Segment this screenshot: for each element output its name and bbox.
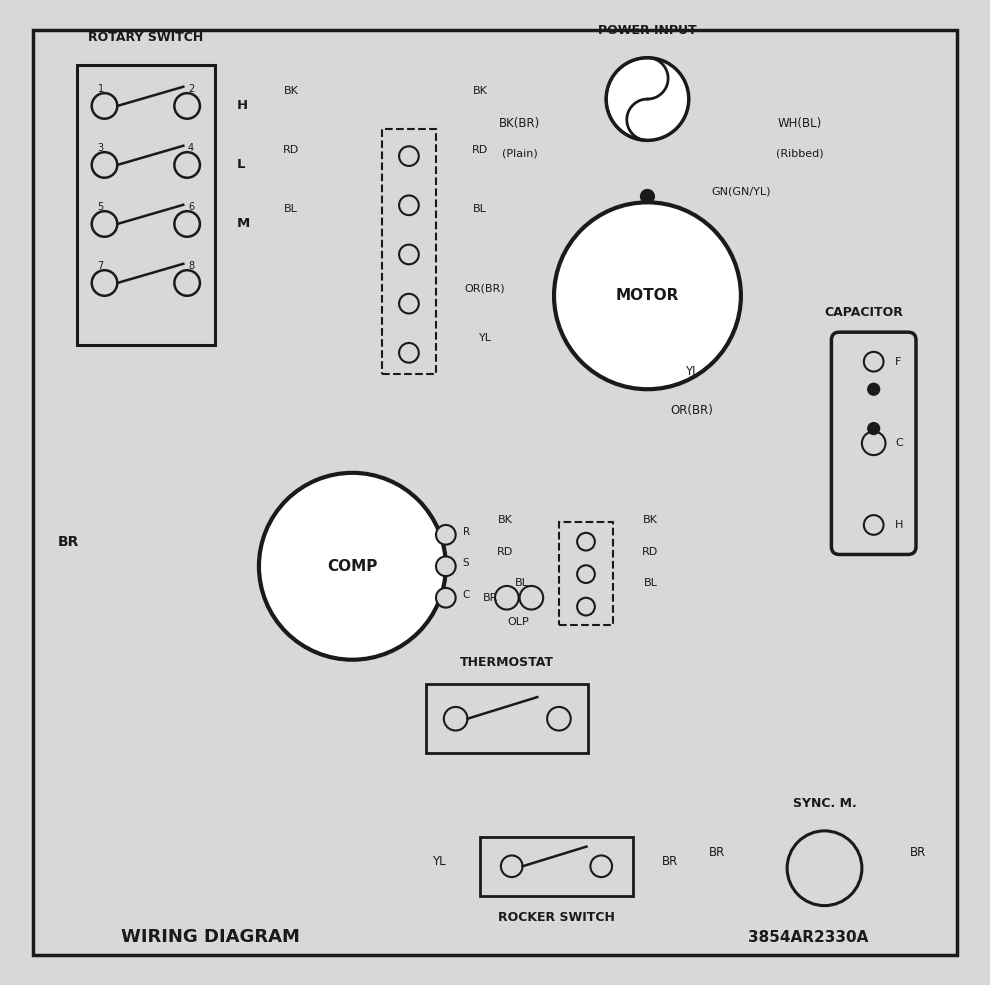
- Text: BR: BR: [483, 593, 499, 603]
- Circle shape: [174, 152, 200, 177]
- Text: YL: YL: [433, 855, 446, 868]
- Circle shape: [862, 431, 885, 455]
- Text: CAPACITOR: CAPACITOR: [825, 306, 903, 319]
- Text: OLP: OLP: [508, 618, 530, 627]
- Circle shape: [864, 352, 883, 371]
- Text: GN(GN/YL): GN(GN/YL): [712, 186, 771, 197]
- Text: RD: RD: [283, 145, 299, 156]
- Circle shape: [399, 195, 419, 215]
- Text: BK: BK: [497, 515, 512, 525]
- Text: 7: 7: [97, 261, 104, 271]
- Circle shape: [92, 211, 117, 236]
- Text: BL: BL: [284, 204, 298, 214]
- Text: 5: 5: [97, 202, 104, 212]
- Text: S: S: [462, 558, 469, 568]
- Text: BL: BL: [515, 578, 529, 588]
- Text: 3854AR2330A: 3854AR2330A: [748, 930, 869, 945]
- Text: BL: BL: [644, 578, 657, 588]
- Text: YL: YL: [478, 333, 492, 343]
- Text: COMP: COMP: [327, 558, 377, 574]
- Circle shape: [92, 152, 117, 177]
- Text: YL: YL: [685, 365, 699, 378]
- Text: R: R: [462, 527, 469, 537]
- Bar: [426, 685, 588, 754]
- Text: ROTARY SWITCH: ROTARY SWITCH: [88, 31, 203, 43]
- Text: BK(BR): BK(BR): [499, 117, 541, 130]
- Circle shape: [259, 473, 446, 660]
- Text: POWER INPUT: POWER INPUT: [598, 24, 697, 36]
- Bar: [382, 129, 436, 374]
- Text: RD: RD: [643, 547, 658, 557]
- Bar: [77, 65, 215, 345]
- Circle shape: [864, 515, 883, 535]
- Circle shape: [444, 707, 467, 731]
- Circle shape: [174, 94, 200, 119]
- Circle shape: [399, 146, 419, 165]
- Circle shape: [577, 598, 595, 616]
- Circle shape: [436, 588, 455, 608]
- FancyBboxPatch shape: [832, 332, 916, 555]
- Bar: [559, 522, 613, 625]
- Text: (Plain): (Plain): [502, 148, 538, 159]
- Circle shape: [495, 586, 519, 610]
- Text: (Ribbed): (Ribbed): [776, 148, 824, 159]
- Text: H: H: [237, 99, 248, 112]
- Circle shape: [436, 557, 455, 576]
- Text: 1: 1: [97, 85, 104, 95]
- Circle shape: [577, 533, 595, 551]
- Circle shape: [868, 383, 879, 395]
- Circle shape: [590, 855, 612, 877]
- Text: 8: 8: [188, 261, 194, 271]
- Text: OR(BR): OR(BR): [465, 284, 506, 294]
- Text: 3: 3: [97, 143, 104, 154]
- Circle shape: [174, 211, 200, 236]
- Text: BR: BR: [57, 535, 78, 549]
- Text: 6: 6: [188, 202, 194, 212]
- Text: MOTOR: MOTOR: [616, 289, 679, 303]
- Circle shape: [92, 270, 117, 296]
- Circle shape: [174, 270, 200, 296]
- Circle shape: [577, 565, 595, 583]
- Text: BR: BR: [910, 846, 926, 859]
- Text: BR: BR: [709, 846, 726, 859]
- Text: OR(BR): OR(BR): [670, 405, 713, 418]
- Text: BK: BK: [473, 86, 488, 97]
- Text: BR: BR: [662, 855, 678, 868]
- Text: L: L: [237, 159, 245, 171]
- Circle shape: [606, 58, 689, 141]
- Text: 2: 2: [188, 85, 194, 95]
- Circle shape: [547, 707, 571, 731]
- Text: C: C: [462, 590, 470, 600]
- Circle shape: [399, 343, 419, 362]
- Circle shape: [787, 831, 862, 905]
- Text: H: H: [895, 520, 904, 530]
- Text: F: F: [895, 357, 902, 366]
- Circle shape: [399, 244, 419, 264]
- Text: RD: RD: [472, 145, 488, 156]
- Text: SYNC. M.: SYNC. M.: [793, 797, 856, 810]
- Text: BL: BL: [473, 204, 487, 214]
- Text: WH(BL): WH(BL): [778, 117, 822, 130]
- Text: BK: BK: [283, 86, 298, 97]
- Bar: [480, 837, 633, 895]
- Text: WIRING DIAGRAM: WIRING DIAGRAM: [121, 928, 300, 946]
- Circle shape: [436, 525, 455, 545]
- Text: M: M: [237, 218, 249, 230]
- Circle shape: [501, 855, 523, 877]
- Circle shape: [520, 586, 544, 610]
- Circle shape: [554, 202, 741, 389]
- Circle shape: [868, 423, 879, 434]
- Circle shape: [92, 94, 117, 119]
- Text: RD: RD: [497, 547, 513, 557]
- Circle shape: [641, 189, 654, 203]
- Text: BK: BK: [643, 515, 657, 525]
- Text: 4: 4: [188, 143, 194, 154]
- Circle shape: [399, 294, 419, 313]
- Text: ROCKER SWITCH: ROCKER SWITCH: [498, 911, 615, 924]
- Text: THERMOSTAT: THERMOSTAT: [460, 656, 554, 669]
- Text: C: C: [895, 438, 903, 448]
